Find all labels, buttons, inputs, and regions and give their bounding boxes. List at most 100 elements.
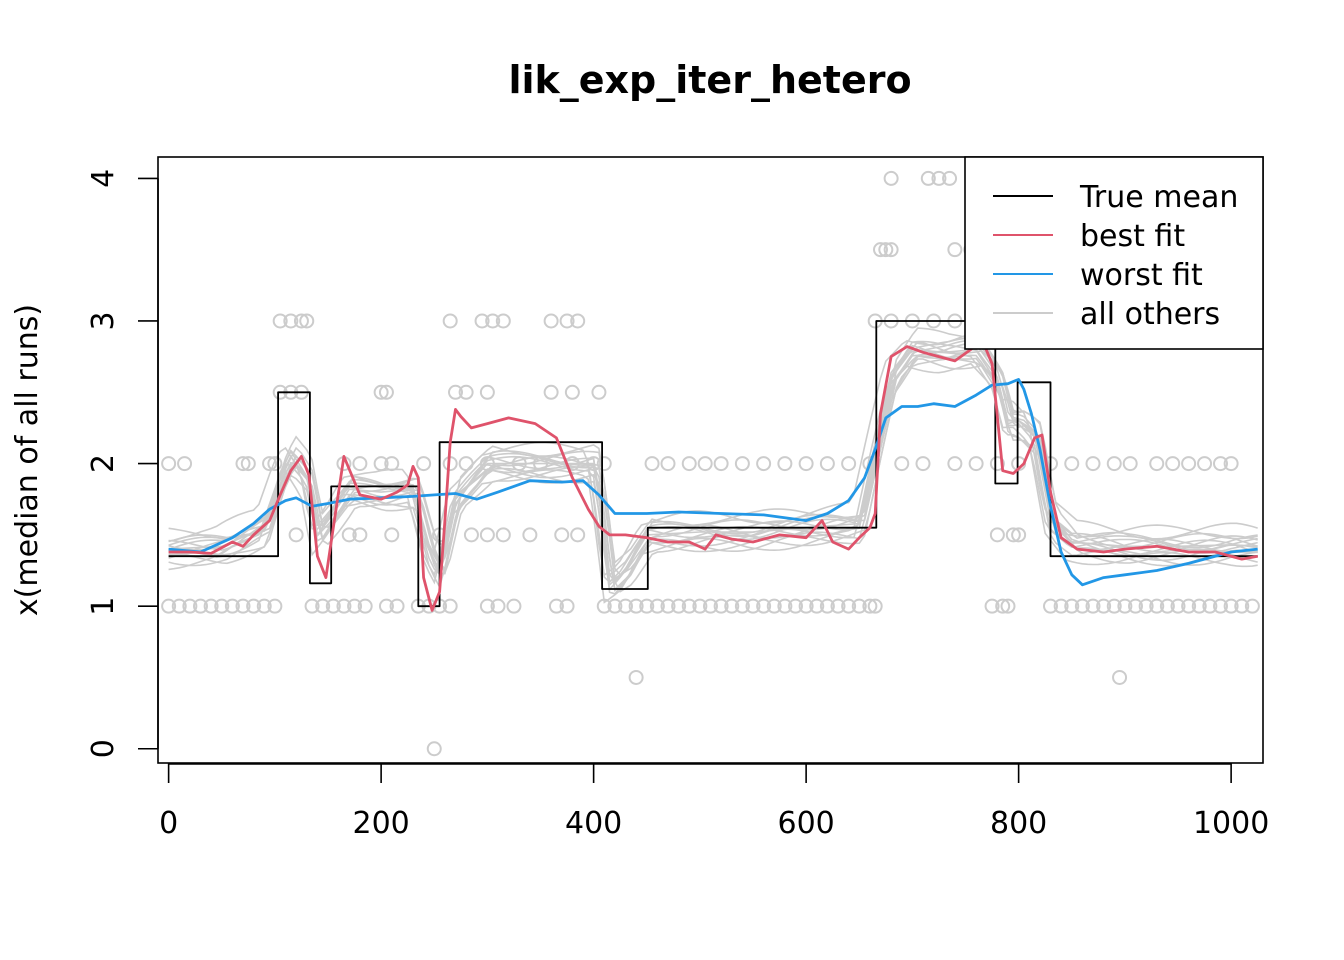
observation-point	[548, 598, 564, 614]
observation-point	[256, 598, 272, 614]
observation-point	[1170, 598, 1186, 614]
legend-label: best fit	[1080, 219, 1185, 254]
observation-point	[681, 456, 697, 472]
observation-point	[618, 598, 633, 614]
observation-point	[697, 456, 713, 472]
observation-point	[426, 741, 442, 757]
observation-point	[193, 598, 208, 614]
observation-point	[235, 598, 251, 614]
observation-point	[378, 598, 394, 614]
observation-point	[1122, 456, 1138, 472]
observation-point	[240, 456, 256, 472]
others-series-layer	[168, 327, 1258, 604]
observation-point	[1149, 598, 1165, 614]
observation-point	[416, 456, 432, 472]
chart-title: lik_exp_iter_hetero	[508, 58, 911, 102]
observation-point	[384, 527, 400, 543]
legend-label: worst fit	[1080, 258, 1203, 293]
observation-point	[798, 598, 814, 614]
observation-point	[713, 598, 729, 614]
observation-point	[724, 598, 740, 614]
observation-point	[931, 170, 947, 186]
observation-point	[522, 527, 538, 543]
observation-point	[878, 242, 894, 258]
observation-point	[161, 456, 177, 472]
y-tick-label: 3	[86, 311, 121, 330]
observation-point	[920, 170, 936, 186]
observation-point	[570, 313, 586, 329]
observation-point	[1053, 598, 1069, 614]
x-tick-label: 0	[159, 806, 178, 841]
observation-point	[1191, 598, 1207, 614]
observation-point	[644, 456, 660, 472]
x-tick-label: 400	[565, 806, 622, 841]
observation-point	[1106, 456, 1122, 472]
observation-point	[591, 384, 607, 400]
observation-point	[448, 384, 463, 400]
observation-point	[639, 598, 655, 614]
observation-point	[628, 598, 644, 614]
observation-point	[1112, 669, 1128, 685]
observation-point	[692, 598, 708, 614]
y-tick-label: 4	[86, 169, 121, 188]
observation-point	[1005, 527, 1021, 543]
observation-point	[883, 170, 899, 186]
legend-label: True mean	[1079, 180, 1238, 215]
observation-point	[1085, 598, 1101, 614]
observation-point	[947, 242, 963, 258]
observation-point	[894, 456, 910, 472]
x-tick-label: 200	[352, 806, 409, 841]
observation-point	[267, 598, 283, 614]
observation-point	[1138, 598, 1154, 614]
observation-point	[293, 313, 309, 329]
observation-point	[1106, 598, 1122, 614]
observation-point	[246, 598, 262, 614]
observation-point	[819, 598, 835, 614]
observation-point	[734, 456, 750, 472]
observation-point	[968, 456, 984, 472]
observation-point	[947, 456, 963, 472]
observation-point	[1223, 456, 1239, 472]
observation-point	[564, 384, 580, 400]
observation-point	[458, 384, 474, 400]
observation-point	[777, 598, 793, 614]
observation-point	[703, 598, 718, 614]
observation-point	[989, 527, 1005, 543]
observation-point	[862, 598, 878, 614]
observation-point	[798, 456, 814, 472]
observation-point	[1213, 598, 1228, 614]
observation-point	[830, 598, 846, 614]
observation-point	[809, 598, 825, 614]
observation-point	[841, 456, 857, 472]
observation-point	[177, 456, 193, 472]
observation-point	[883, 242, 899, 258]
main-series-layer	[168, 320, 1258, 612]
observation-point	[479, 598, 495, 614]
observation-point	[1117, 598, 1133, 614]
observation-point	[315, 598, 331, 614]
observation-point	[495, 527, 511, 543]
observation-point	[485, 313, 501, 329]
observation-point	[479, 384, 495, 400]
observation-point	[1234, 598, 1250, 614]
observation-point	[1149, 456, 1165, 472]
observation-point	[357, 598, 373, 614]
observation-point	[442, 313, 458, 329]
observation-point	[341, 527, 357, 543]
observation-point	[267, 456, 283, 472]
observation-point	[442, 598, 458, 614]
observation-point	[389, 598, 405, 614]
observation-point	[819, 456, 835, 472]
observation-point	[272, 313, 288, 329]
observation-point	[506, 598, 522, 614]
observation-point	[1043, 598, 1058, 614]
observation-point	[325, 598, 341, 614]
observation-point	[989, 456, 1005, 472]
observation-point	[543, 384, 559, 400]
observation-point	[1197, 456, 1213, 472]
observation-point	[352, 527, 368, 543]
observation-point	[1181, 456, 1197, 472]
observation-point	[788, 598, 803, 614]
observation-point	[288, 527, 304, 543]
